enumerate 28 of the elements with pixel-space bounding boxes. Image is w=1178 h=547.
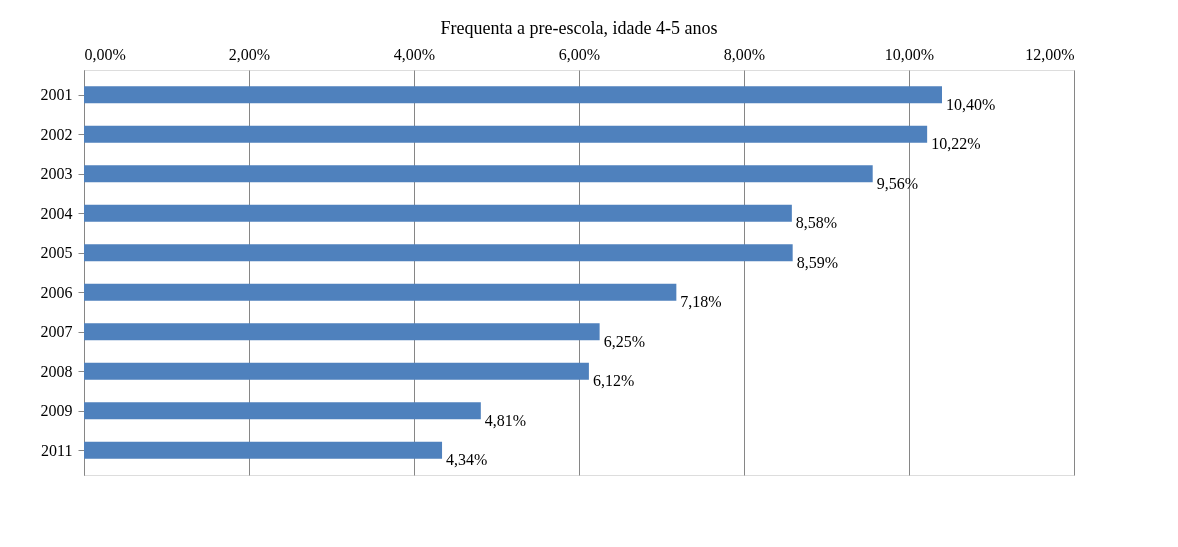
y-tick-label: 2009 bbox=[40, 402, 73, 420]
data-label: 4,34% bbox=[446, 451, 488, 469]
data-label: 8,59% bbox=[796, 253, 838, 271]
y-tick-label: 2007 bbox=[40, 323, 73, 341]
y-tick-label: 2001 bbox=[40, 86, 73, 104]
data-label: 6,12% bbox=[592, 372, 635, 390]
data-label: 10,22% bbox=[931, 135, 981, 153]
y-tick-label: 2004 bbox=[40, 204, 73, 222]
x-tick-label: 4,00% bbox=[393, 45, 436, 63]
y-tick-label: 2006 bbox=[40, 283, 73, 301]
data-label: 8,58% bbox=[795, 214, 838, 232]
x-tick-label: 6,00% bbox=[558, 45, 601, 63]
x-tick-label: 12,00% bbox=[1025, 45, 1075, 63]
y-tick-label: 2003 bbox=[40, 165, 73, 183]
y-tick-label: 2002 bbox=[40, 125, 73, 143]
data-label: 9,56% bbox=[876, 174, 919, 192]
x-tick-label: 2,00% bbox=[228, 45, 271, 63]
y-tick-label: 2011 bbox=[41, 441, 73, 459]
data-label: 7,18% bbox=[680, 293, 722, 311]
x-tick-label: 10,00% bbox=[884, 45, 935, 63]
data-label: 4,81% bbox=[484, 411, 527, 429]
y-tick-label: 2008 bbox=[40, 362, 73, 380]
x-tick-label: 0,00% bbox=[84, 45, 126, 63]
y-tick-label: 2005 bbox=[40, 244, 73, 262]
x-tick-label: 8,00% bbox=[723, 45, 766, 63]
data-label: 10,40% bbox=[946, 95, 996, 113]
chart-title: Frequenta a pre-escola, idade 4-5 anos bbox=[440, 18, 718, 38]
data-label: 6,25% bbox=[603, 332, 645, 350]
